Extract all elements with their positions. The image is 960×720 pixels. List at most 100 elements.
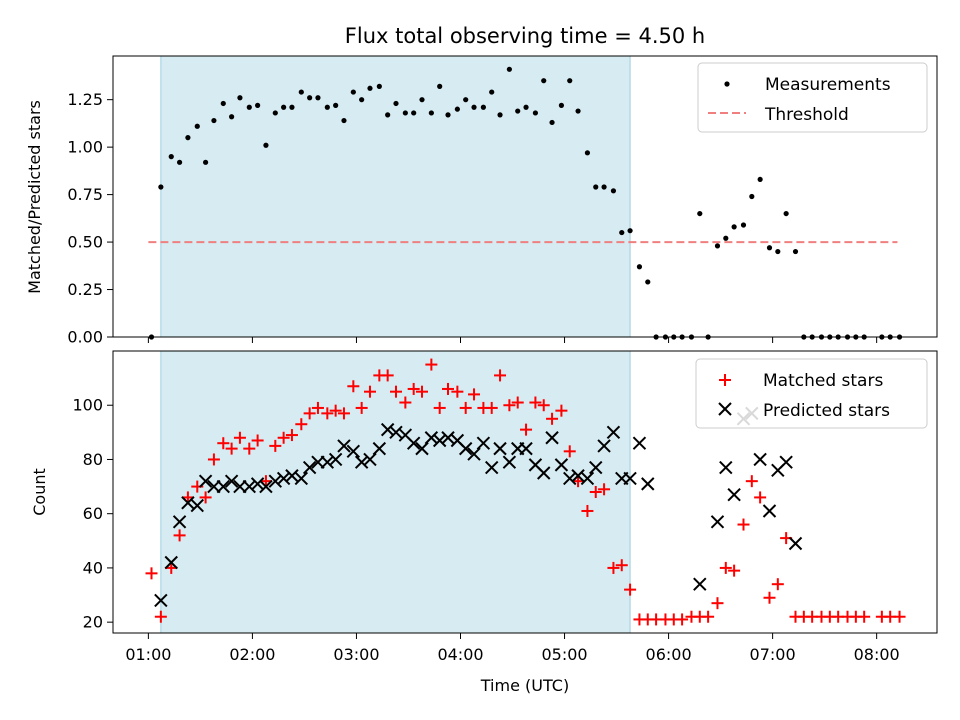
matched-star-point bbox=[763, 591, 776, 604]
top-x-ticks bbox=[147, 337, 878, 343]
measurement-point bbox=[255, 102, 261, 108]
predicted-star-point bbox=[224, 474, 239, 488]
predicted-star-point bbox=[432, 433, 447, 448]
matched-star-point bbox=[451, 385, 464, 398]
measurement-point bbox=[419, 97, 425, 103]
matched-star-point bbox=[485, 401, 498, 414]
predicted-star-point bbox=[363, 452, 377, 467]
measurement-point bbox=[645, 279, 651, 285]
measurement-point bbox=[723, 235, 729, 241]
predicted-star-point bbox=[268, 474, 283, 488]
legend-matched-label: Matched stars bbox=[763, 371, 883, 391]
predicted-star-point bbox=[545, 431, 559, 445]
predicted-star-point bbox=[190, 498, 204, 513]
matched-star-point bbox=[303, 407, 316, 420]
predicted-star-point bbox=[294, 471, 309, 486]
measurement-point bbox=[158, 184, 164, 190]
measurement-point bbox=[766, 245, 773, 251]
predicted-star-point bbox=[597, 439, 611, 453]
predicted-star-point bbox=[693, 577, 707, 591]
measurement-point bbox=[749, 193, 755, 200]
measurement-point bbox=[402, 110, 408, 116]
measurement-point bbox=[532, 110, 539, 116]
top-y-axis-label: Matched/Predicted stars bbox=[25, 100, 44, 294]
matched-star-point bbox=[425, 358, 438, 371]
measurement-point bbox=[697, 210, 703, 217]
predicted-star-point bbox=[406, 436, 421, 450]
predicted-star-point bbox=[606, 425, 621, 440]
top-y-tick-label: 0.50 bbox=[67, 233, 103, 252]
measurement-point bbox=[471, 104, 477, 110]
matched-star-point bbox=[277, 431, 290, 444]
measurement-point bbox=[237, 95, 243, 101]
predicted-star-point bbox=[354, 455, 369, 469]
measurement-point bbox=[567, 78, 573, 84]
predicted-star-point bbox=[154, 593, 168, 608]
matched-star-point bbox=[295, 418, 308, 431]
measurement-point bbox=[359, 97, 365, 103]
matched-star-point bbox=[337, 407, 350, 420]
measurement-point bbox=[324, 104, 330, 110]
matched-star-point bbox=[347, 380, 360, 393]
measurement-point bbox=[194, 123, 200, 129]
matched-star-point bbox=[207, 453, 220, 466]
matched-star-point bbox=[399, 396, 412, 409]
matched-star-point bbox=[363, 385, 376, 398]
measurement-point bbox=[714, 243, 721, 249]
measurement-point bbox=[272, 110, 278, 116]
matched-star-point bbox=[711, 597, 724, 610]
measurement-point bbox=[480, 104, 486, 110]
measurement-point bbox=[515, 108, 521, 114]
matched-star-point bbox=[598, 483, 611, 496]
predicted-star-point bbox=[372, 441, 387, 456]
predicted-star-point bbox=[415, 441, 429, 456]
matched-star-point bbox=[745, 475, 758, 488]
matched-star-point bbox=[269, 439, 282, 452]
bottom-observing-window-shade bbox=[160, 350, 631, 634]
measurement-point bbox=[541, 78, 547, 84]
x-tick-label: 02:00 bbox=[229, 645, 275, 664]
matched-star-point bbox=[607, 561, 620, 574]
matched-star-point bbox=[407, 382, 420, 395]
measurement-point bbox=[246, 104, 252, 110]
measurement-point bbox=[168, 154, 174, 160]
top-legend-box bbox=[697, 62, 928, 133]
x-tick-label: 04:00 bbox=[437, 645, 483, 664]
matched-star-point bbox=[494, 369, 507, 382]
matched-star-point bbox=[329, 404, 342, 417]
predicted-star-point bbox=[476, 436, 491, 450]
top-y-tick-label: 0.00 bbox=[67, 328, 103, 347]
measurement-point bbox=[263, 142, 269, 148]
bottom-panel: 20 40 60 80 100 01:00 02:00 03:00 04:00 05:00 06:… bbox=[30, 350, 938, 695]
legend-threshold-label: Threshold bbox=[764, 105, 849, 125]
matched-star-point bbox=[442, 382, 455, 395]
matched-star-point bbox=[381, 369, 394, 382]
predicted-star-point bbox=[753, 452, 767, 467]
predicted-star-point bbox=[537, 466, 551, 480]
measurement-point bbox=[740, 222, 747, 228]
matched-star-point bbox=[285, 429, 298, 442]
matched-star-point bbox=[555, 404, 568, 417]
predicted-star-point bbox=[328, 452, 343, 467]
measurement-point bbox=[437, 83, 443, 89]
measurement-point bbox=[454, 106, 460, 112]
matched-star-point bbox=[615, 559, 628, 572]
matched-star-point bbox=[893, 610, 906, 623]
predicted-star-point bbox=[458, 441, 473, 456]
matched-star-point bbox=[858, 610, 871, 623]
predicted-star-point bbox=[276, 471, 291, 486]
legend-measurements-label: Measurements bbox=[765, 75, 891, 95]
predicted-star-point bbox=[337, 439, 351, 453]
matched-star-point bbox=[416, 385, 428, 398]
bottom-y-tick-label: 20 bbox=[83, 613, 103, 632]
bottom-y-tick-label: 40 bbox=[83, 558, 103, 577]
matched-star-point bbox=[311, 401, 324, 414]
x-tick-label: 08:00 bbox=[854, 645, 900, 664]
top-axes-frame bbox=[112, 55, 938, 338]
measurement-point bbox=[610, 188, 617, 194]
measurement-point bbox=[506, 66, 512, 72]
predicted-star-point bbox=[467, 447, 481, 461]
measurement-point bbox=[523, 104, 529, 110]
matched-star-point bbox=[624, 583, 637, 596]
predicted-star-point bbox=[727, 488, 741, 502]
